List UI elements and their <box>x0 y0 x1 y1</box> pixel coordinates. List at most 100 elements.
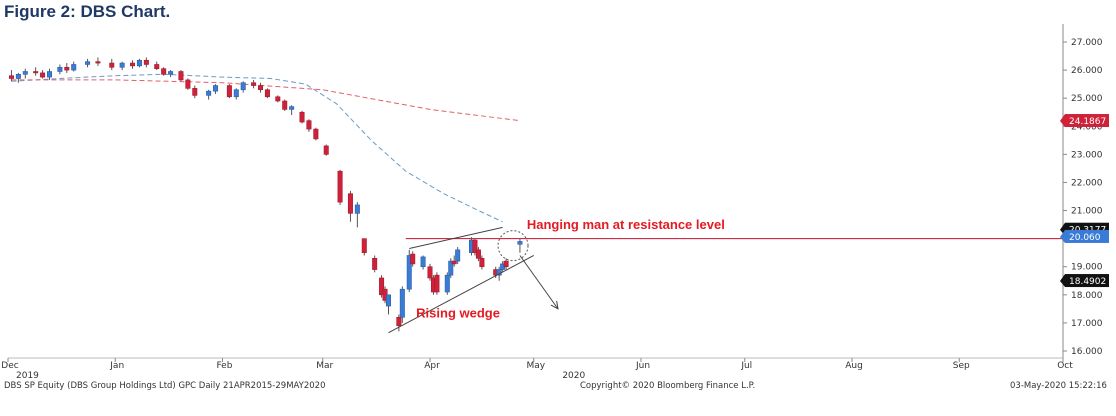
candle <box>109 58 115 71</box>
moving-average-short <box>11 73 503 223</box>
candle <box>313 127 319 141</box>
candle-body <box>119 62 125 68</box>
candle <box>85 58 91 68</box>
price-label-text: 18.4902 <box>1069 277 1106 287</box>
candle <box>275 95 281 103</box>
candle <box>337 169 343 205</box>
candle <box>33 67 39 76</box>
price-label-box <box>1065 114 1109 128</box>
candle <box>347 190 353 222</box>
candle-body <box>22 71 28 75</box>
candle-body <box>354 204 360 214</box>
candle <box>64 63 70 73</box>
candle-body <box>143 59 149 65</box>
candle <box>226 84 232 99</box>
candle-body <box>372 257 378 270</box>
candle-body <box>264 89 270 98</box>
candle-body <box>347 193 353 214</box>
annotation-hanging-man: Hanging man at resistance level <box>527 217 725 232</box>
candle <box>472 238 478 256</box>
candle-body <box>251 82 257 86</box>
candle-body <box>8 75 14 79</box>
candle <box>95 57 101 66</box>
y-tick-label: 18.000 <box>1071 291 1103 301</box>
candle <box>379 275 385 298</box>
y-tick-label: 17.000 <box>1071 319 1103 329</box>
candle <box>323 144 329 156</box>
candle <box>354 202 360 228</box>
candle <box>455 247 461 264</box>
candle-body <box>185 79 191 89</box>
candle-body <box>455 249 461 262</box>
candle-body <box>15 74 21 79</box>
candle <box>448 258 454 278</box>
candle-body <box>517 241 523 245</box>
candle <box>444 272 450 295</box>
candle <box>264 88 270 99</box>
y-tick-label: 26.000 <box>1071 66 1103 76</box>
candle-body <box>71 64 77 71</box>
candle <box>161 67 167 76</box>
annotation-rising-wedge: Rising wedge <box>416 305 500 320</box>
candle-body <box>379 277 385 296</box>
candle-body <box>136 59 142 67</box>
candle <box>185 78 191 90</box>
candle <box>517 238 523 253</box>
candle <box>475 247 481 262</box>
candle-body <box>33 71 39 74</box>
y-tick-label: 22.000 <box>1071 178 1103 188</box>
y-tick-label: 21.000 <box>1071 207 1103 217</box>
candle-body <box>451 260 457 265</box>
candle <box>410 251 416 267</box>
candle-body <box>475 249 481 259</box>
price-label-box <box>1065 274 1109 288</box>
x-tick-label: May <box>526 361 545 371</box>
candle-body <box>448 260 454 276</box>
candle-body <box>313 128 319 140</box>
candle <box>130 60 136 69</box>
candle <box>289 105 295 116</box>
y-tick-label: 23.000 <box>1071 150 1103 160</box>
candle-body <box>192 88 198 96</box>
candle <box>306 119 312 132</box>
price-label: 20.060 <box>1060 229 1109 243</box>
candle-body <box>47 71 53 78</box>
candle-body <box>226 85 232 98</box>
candle <box>8 70 14 82</box>
candle <box>47 68 53 80</box>
candle <box>168 70 174 78</box>
y-tick-label: 19.000 <box>1071 263 1103 273</box>
candle <box>372 255 378 273</box>
x-tick-label: Feb <box>216 361 232 371</box>
candle <box>57 64 63 75</box>
candle-body <box>323 145 329 155</box>
candle <box>427 263 433 281</box>
wedge-upper-line <box>409 226 503 249</box>
y-tick-label: 24.000 <box>1071 122 1103 132</box>
candle-body <box>154 64 160 69</box>
x-tick-label: Dec <box>1 361 18 371</box>
year-label: 2020 <box>562 371 585 381</box>
wedge-lower-line <box>388 255 535 334</box>
page-title: Figure 2: DBS Chart. <box>4 2 171 21</box>
candle-body <box>85 61 91 65</box>
candle-body <box>444 274 450 293</box>
candle <box>22 68 28 79</box>
candle <box>119 61 125 71</box>
x-tick-label: Jun <box>635 361 650 371</box>
candle-body <box>337 170 343 203</box>
x-tick-label: Jan <box>109 361 124 371</box>
candle-body <box>40 72 46 78</box>
price-label: 18.4902 <box>1060 274 1109 288</box>
breakdown-arrow-line <box>519 255 559 310</box>
price-label-text: 20.060 <box>1069 233 1101 243</box>
candle-body <box>57 66 63 72</box>
footer-copyright: Copyright© 2020 Bloomberg Finance L.P. <box>580 381 756 391</box>
candle-body <box>130 62 136 67</box>
year-label: 2019 <box>16 371 39 381</box>
candle <box>282 99 288 111</box>
candle <box>451 255 457 267</box>
candle <box>258 82 264 93</box>
y-tick-label: 16.000 <box>1071 347 1103 357</box>
